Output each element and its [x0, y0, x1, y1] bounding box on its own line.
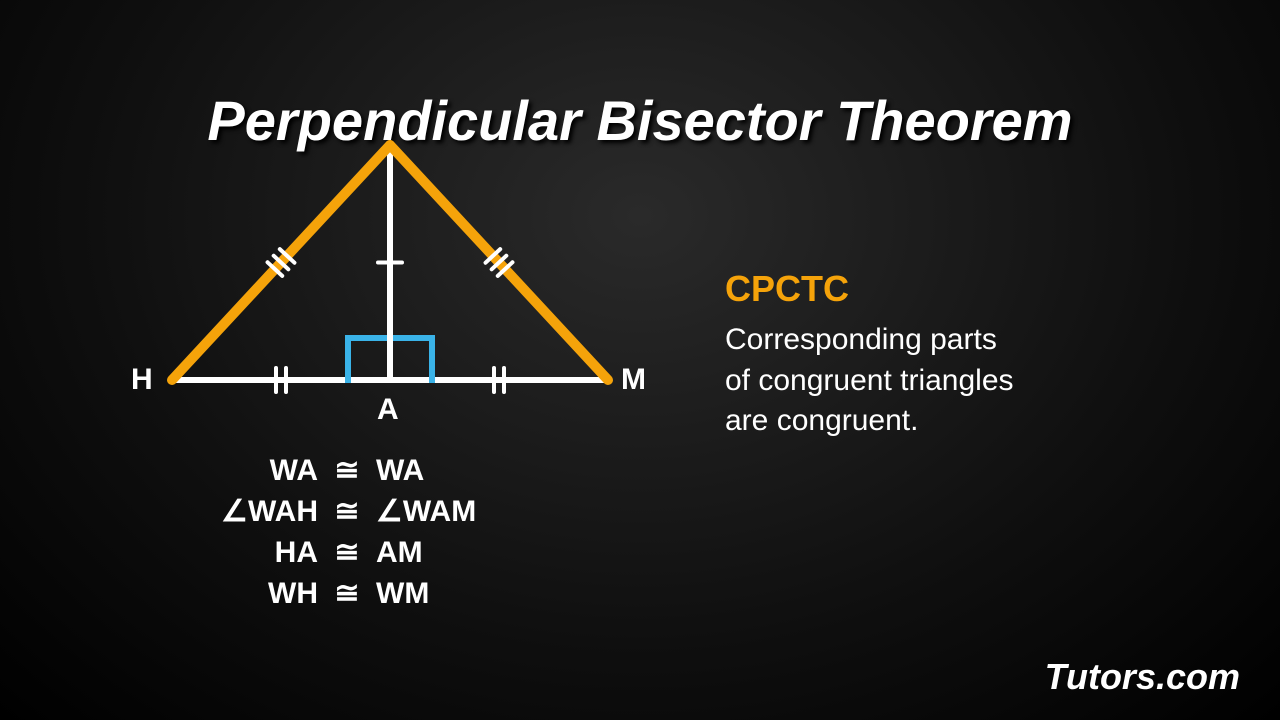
congruence-list: WA≅WA ∠WAH≅∠WAM HA≅AM WH≅WM — [195, 453, 476, 617]
side-explainer: CPCTC Corresponding partsof congruent tr… — [725, 268, 1014, 442]
side-body: Corresponding partsof congruent triangle… — [725, 320, 1014, 442]
congruence-row: HA≅AM — [195, 535, 476, 570]
side-heading: CPCTC — [725, 268, 1014, 310]
vertex-label-h: H — [131, 363, 153, 397]
vertex-label-m: M — [621, 363, 646, 397]
congruence-row: WH≅WM — [195, 576, 476, 611]
congruence-row: ∠WAH≅∠WAM — [195, 494, 476, 529]
triangle-svg — [130, 135, 650, 435]
theorem-diagram: H M A — [130, 135, 650, 435]
watermark: Tutors.com — [1045, 656, 1240, 698]
vertex-label-a: A — [377, 393, 399, 427]
congruence-row: WA≅WA — [195, 453, 476, 488]
